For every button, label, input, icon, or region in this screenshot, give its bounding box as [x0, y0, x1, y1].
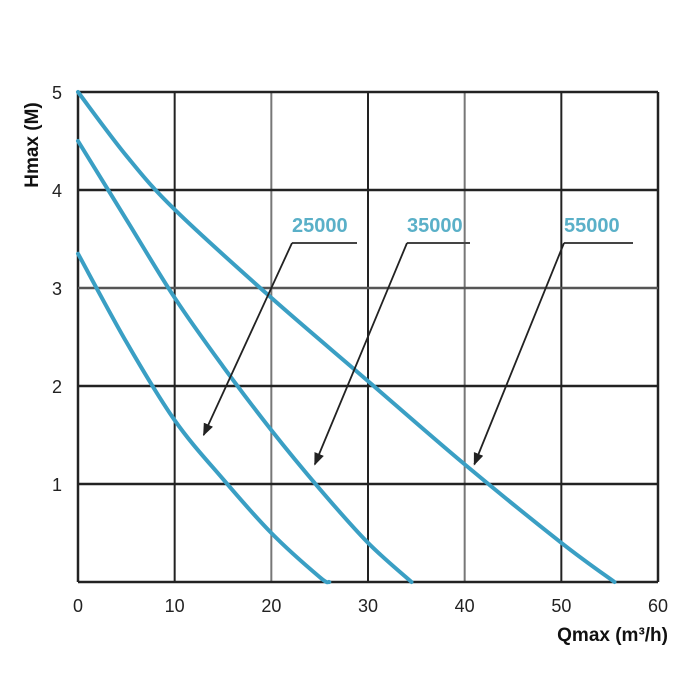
x-axis-title: Qmax (m³/h): [557, 625, 668, 646]
series-label-55000: 55000: [564, 215, 620, 237]
x-tick-label: 50: [551, 596, 571, 616]
y-tick-label: 2: [52, 377, 62, 397]
y-tick-label: 3: [52, 279, 62, 299]
x-axis-ticks: 0 10 20 30 40 50 60: [73, 596, 668, 616]
leader-arrow-35000: [314, 242, 408, 466]
x-tick-label: 40: [455, 596, 475, 616]
x-tick-label: 20: [261, 596, 281, 616]
series-line-55000: [76, 90, 617, 584]
leader-arrow-55000: [473, 242, 565, 466]
x-tick-label: 10: [165, 596, 185, 616]
series-curves: [76, 90, 617, 585]
label-leaders: [202, 242, 633, 466]
y-tick-label: 5: [52, 83, 62, 103]
grid: [76, 90, 660, 584]
y-axis-ticks: 1 2 3 4 5: [52, 83, 62, 495]
series-line-35000: [76, 139, 414, 584]
series-line-25000: [76, 251, 332, 585]
leader-arrow-25000: [202, 242, 293, 437]
series-labels: 25000 35000 55000: [292, 215, 620, 237]
y-axis-title: Hmax (M): [22, 102, 43, 188]
x-tick-label: 0: [73, 596, 83, 616]
series-label-35000: 35000: [407, 215, 463, 237]
series-label-25000: 25000: [292, 215, 348, 237]
x-tick-label: 30: [358, 596, 378, 616]
y-tick-label: 1: [52, 475, 62, 495]
x-tick-label: 60: [648, 596, 668, 616]
y-tick-label: 4: [52, 181, 62, 201]
